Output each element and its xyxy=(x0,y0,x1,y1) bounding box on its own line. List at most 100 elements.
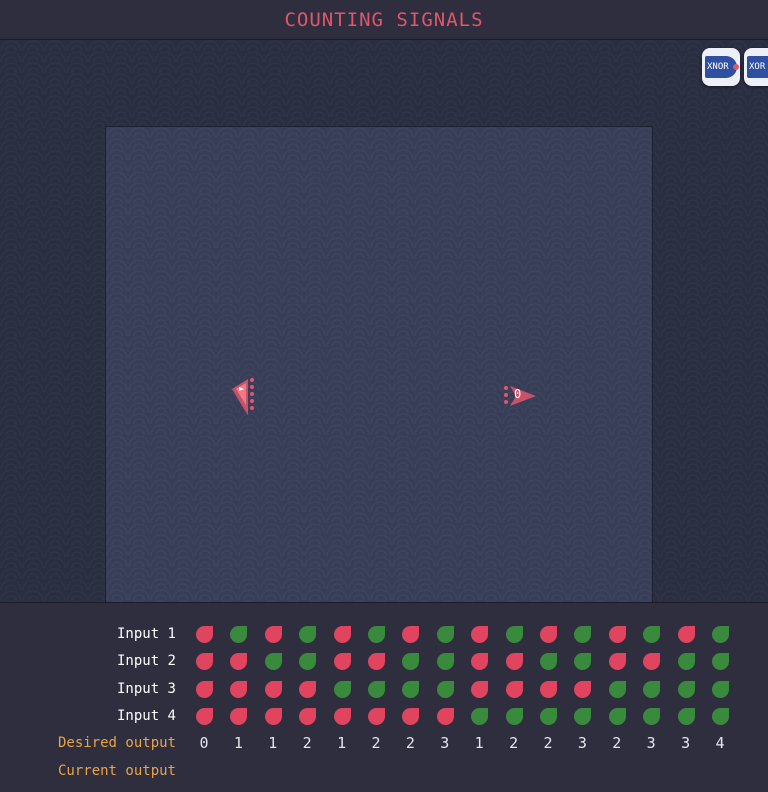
workspace[interactable]: 0 XNOR XOR xyxy=(0,40,768,602)
signal-on-icon xyxy=(574,626,592,643)
signal-on-icon xyxy=(230,626,248,643)
input-3-label: Input 3 xyxy=(116,681,176,697)
signal-off-icon xyxy=(333,626,351,643)
xor-gate-icon: XOR xyxy=(747,56,768,78)
signal-on-icon xyxy=(436,681,454,698)
signal-on-icon xyxy=(574,708,592,725)
circuit-board[interactable]: 0 xyxy=(105,126,653,602)
desired-output-value: 1 xyxy=(474,734,484,752)
signal-off-icon xyxy=(608,626,626,643)
signal-on-icon xyxy=(436,626,454,643)
truth-table-panel: Input 1 Input 2 Input 3 Input 4 Desired … xyxy=(0,602,768,792)
signal-off-icon xyxy=(608,653,626,670)
desired-output-row: Desired output 0 1 1 2 1 2 2 3 1 2 2 3 2 3 3 4 xyxy=(0,732,768,754)
signal-off-icon xyxy=(264,626,282,643)
signal-on-icon xyxy=(712,626,729,643)
signal-off-icon xyxy=(402,626,420,643)
signal-on-icon xyxy=(608,708,626,725)
signal-on-icon xyxy=(505,708,523,725)
signal-on-icon xyxy=(643,626,661,643)
signal-on-icon xyxy=(299,626,317,643)
level-title: COUNTING SIGNALS xyxy=(284,8,484,31)
signal-off-icon xyxy=(574,681,592,698)
signal-off-icon xyxy=(230,681,248,698)
xnor-gate-tool[interactable]: XNOR xyxy=(702,48,740,86)
input-row-1: Input 1 xyxy=(0,623,768,645)
desired-output-value: 3 xyxy=(577,734,587,752)
output-node[interactable]: 0 xyxy=(502,384,538,412)
signal-off-icon xyxy=(333,708,351,725)
signal-off-icon xyxy=(368,653,385,670)
signal-on-icon xyxy=(677,653,695,670)
signal-off-icon xyxy=(471,653,489,670)
signal-off-icon xyxy=(264,681,282,698)
signal-on-icon xyxy=(712,653,729,670)
desired-output-value: 2 xyxy=(405,734,415,752)
desired-output-value: 2 xyxy=(371,734,381,752)
desired-output-value: 3 xyxy=(646,734,656,752)
current-output-row: Current output xyxy=(0,760,768,782)
signal-on-icon xyxy=(574,653,592,670)
input-4-label: Input 4 xyxy=(116,708,176,724)
xnor-gate-icon: XNOR xyxy=(705,56,739,78)
signal-off-icon xyxy=(196,653,213,670)
signal-off-icon xyxy=(196,708,213,725)
signal-on-icon xyxy=(677,681,695,698)
input-row-3: Input 3 xyxy=(0,678,768,700)
output-node-icon xyxy=(504,386,536,406)
signal-off-icon xyxy=(333,653,351,670)
signal-on-icon xyxy=(299,653,317,670)
signal-on-icon xyxy=(540,708,557,725)
signal-on-icon xyxy=(333,681,351,698)
signal-on-icon xyxy=(436,653,454,670)
signal-off-icon xyxy=(299,708,317,725)
xor-gate-tool[interactable]: XOR xyxy=(744,48,768,86)
input-row-4: Input 4 xyxy=(0,705,768,727)
input-2-label: Input 2 xyxy=(116,653,176,669)
signal-on-icon xyxy=(608,681,626,698)
desired-output-value: 2 xyxy=(509,734,519,752)
desired-output-value: 2 xyxy=(302,734,312,752)
signal-off-icon xyxy=(677,626,695,643)
signal-off-icon xyxy=(368,708,385,725)
signal-off-icon xyxy=(196,681,213,698)
desired-output-value: 4 xyxy=(715,734,725,752)
signal-off-icon xyxy=(471,681,489,698)
current-output-label: Current output xyxy=(57,763,176,779)
signal-on-icon xyxy=(368,626,385,643)
signal-on-icon xyxy=(677,708,695,725)
desired-output-value: 2 xyxy=(612,734,622,752)
desired-output-value: 3 xyxy=(681,734,691,752)
input-row-2: Input 2 xyxy=(0,650,768,672)
signal-off-icon xyxy=(299,681,317,698)
signal-off-icon xyxy=(436,708,454,725)
desired-output-value: 3 xyxy=(440,734,450,752)
signal-on-icon xyxy=(402,681,420,698)
signal-on-icon xyxy=(402,653,420,670)
signal-on-icon xyxy=(264,653,282,670)
signal-on-icon xyxy=(540,653,557,670)
signal-off-icon xyxy=(505,681,523,698)
signal-off-icon xyxy=(540,626,557,643)
signal-off-icon xyxy=(471,626,489,643)
signal-on-icon xyxy=(712,681,729,698)
desired-output-value: 0 xyxy=(199,734,209,752)
desired-output-value: 1 xyxy=(233,734,243,752)
signal-on-icon xyxy=(643,681,661,698)
signal-on-icon xyxy=(368,681,385,698)
desired-output-value: 1 xyxy=(337,734,347,752)
signal-on-icon xyxy=(471,708,489,725)
signal-off-icon xyxy=(264,708,282,725)
signal-off-icon xyxy=(540,681,557,698)
signal-on-icon xyxy=(712,708,729,725)
signal-off-icon xyxy=(230,653,248,670)
signal-off-icon xyxy=(196,626,213,643)
output-node-value: 0 xyxy=(514,387,522,401)
header: COUNTING SIGNALS xyxy=(0,0,768,40)
desired-output-value: 1 xyxy=(268,734,278,752)
desired-output-value: 2 xyxy=(543,734,553,752)
input-node[interactable] xyxy=(228,375,260,421)
signal-off-icon xyxy=(230,708,248,725)
signal-on-icon xyxy=(505,626,523,643)
desired-output-label: Desired output xyxy=(57,735,176,751)
